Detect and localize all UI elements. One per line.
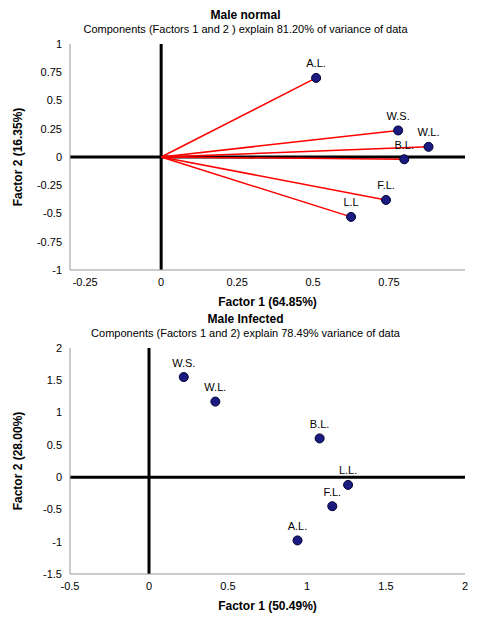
svg-text:W.L.: W.L. <box>418 126 440 138</box>
svg-text:-0.25: -0.25 <box>73 276 98 288</box>
svg-text:-1: -1 <box>52 536 62 548</box>
svg-text:L.L.: L.L. <box>339 464 357 476</box>
svg-text:W.S.: W.S. <box>387 110 410 122</box>
svg-text:0.5: 0.5 <box>47 94 62 106</box>
svg-text:-0.5: -0.5 <box>61 580 80 592</box>
svg-text:2: 2 <box>56 342 62 354</box>
svg-text:0: 0 <box>146 580 152 592</box>
svg-text:F.L.: F.L. <box>323 486 341 498</box>
svg-text:B.L.: B.L. <box>394 139 414 151</box>
svg-text:0: 0 <box>158 276 164 288</box>
svg-text:W.L.: W.L. <box>204 381 226 393</box>
svg-text:-1: -1 <box>52 264 62 276</box>
svg-text:-0.5: -0.5 <box>43 207 62 219</box>
html-text:Male normal: Male normal <box>210 8 281 22</box>
svg-text:0: 0 <box>56 471 62 483</box>
svg-text:0: 0 <box>56 151 62 163</box>
svg-text:Factor 2 (16.35%): Factor 2 (16.35%) <box>11 108 25 207</box>
html-text:Components (Factors 1 and 2) e: Components (Factors 1 and 2) explain 78.… <box>91 327 400 339</box>
svg-text:A.L.: A.L. <box>306 57 326 69</box>
svg-text:0.25: 0.25 <box>226 276 247 288</box>
svg-text:0.5: 0.5 <box>305 276 320 288</box>
svg-text:2: 2 <box>462 580 468 592</box>
svg-text:-0.25: -0.25 <box>37 179 62 191</box>
svg-text:0.75: 0.75 <box>378 276 399 288</box>
svg-text:A.L.: A.L. <box>288 520 308 532</box>
svg-text:0.5: 0.5 <box>47 439 62 451</box>
svg-text:1.5: 1.5 <box>47 374 62 386</box>
svg-text:Factor 1 (64.85%): Factor 1 (64.85%) <box>218 295 317 309</box>
html-text:Male Infected: Male Infected <box>207 312 284 326</box>
svg-text:L.L: L.L <box>343 196 358 208</box>
svg-text:Factor 2 (28.00%): Factor 2 (28.00%) <box>11 412 25 511</box>
svg-text:0.5: 0.5 <box>220 580 235 592</box>
svg-text:1: 1 <box>304 580 310 592</box>
svg-text:-0.75: -0.75 <box>37 236 62 248</box>
svg-text:-0.5: -0.5 <box>43 503 62 515</box>
svg-text:Factor 1 (50.49%): Factor 1 (50.49%) <box>218 599 317 613</box>
svg-text:F.L.: F.L. <box>377 179 395 191</box>
svg-text:0.75: 0.75 <box>41 66 62 78</box>
svg-text:1: 1 <box>56 406 62 418</box>
svg-text:1.5: 1.5 <box>378 580 393 592</box>
svg-text:0.25: 0.25 <box>41 123 62 135</box>
svg-text:1: 1 <box>56 38 62 50</box>
svg-text:W.S.: W.S. <box>172 357 195 369</box>
svg-text:-1.5: -1.5 <box>43 568 62 580</box>
html-text:Components (Factors 1 and 2 ): Components (Factors 1 and 2 ) explain 81… <box>83 23 408 35</box>
svg-text:B.L.: B.L. <box>310 418 330 430</box>
